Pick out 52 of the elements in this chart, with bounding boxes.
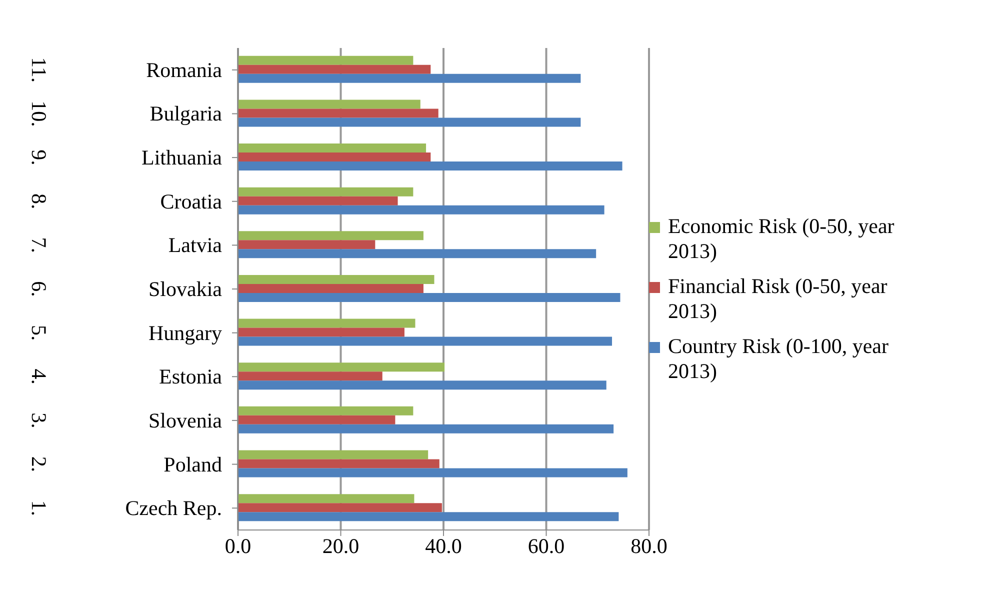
bar [238, 162, 622, 171]
bar [238, 56, 414, 65]
bar [238, 503, 442, 512]
bar [238, 336, 612, 346]
bar [238, 196, 398, 206]
bar [238, 362, 445, 372]
bar [238, 249, 596, 258]
category-label: 5. Hungary [27, 320, 222, 345]
bar [238, 118, 581, 127]
x-tick-label: 40.0 [425, 534, 462, 558]
bar [238, 450, 428, 460]
bar [238, 284, 424, 293]
bar [238, 100, 420, 109]
category-label: 8. Croatia [27, 189, 222, 214]
bar [238, 494, 414, 504]
bar [238, 292, 620, 302]
category-label: 11. Romania [27, 57, 222, 83]
category-label: 3. Slovenia [27, 408, 222, 432]
bar [238, 152, 431, 162]
bar [238, 424, 614, 434]
legend-label: Economic Risk (0-50, year 2013) [668, 214, 896, 264]
bar [238, 187, 414, 196]
category-label: 2. Poland [27, 452, 222, 476]
category-label: 4. Estonia [27, 364, 222, 389]
bar [238, 512, 619, 522]
bar [238, 318, 416, 328]
bar [238, 205, 604, 214]
bar [238, 74, 581, 83]
bar [238, 415, 396, 424]
bar [238, 468, 628, 478]
bar [238, 231, 424, 240]
bar [238, 328, 404, 337]
x-tick-label: 0.0 [224, 534, 252, 558]
bar [238, 274, 434, 284]
bar [238, 406, 414, 416]
legend-label: Country Risk (0-100, year 2013) [668, 334, 890, 384]
bar [238, 380, 606, 390]
bar [238, 144, 426, 153]
x-tick-label: 60.0 [528, 534, 565, 558]
category-label: 6. Slovakia [27, 277, 222, 301]
bar [238, 459, 440, 468]
x-tick-label: 80.0 [630, 534, 668, 558]
bar [238, 372, 382, 381]
bar [238, 108, 438, 118]
bar [238, 240, 376, 250]
category-label: 7. Latvia [27, 233, 222, 258]
x-tick-label: 20.0 [322, 534, 360, 558]
bar [238, 64, 431, 74]
category-label: 10. Bulgaria [27, 100, 222, 127]
category-label: 9. Lithuania [27, 146, 222, 170]
category-label: 1. Czech Rep. [27, 496, 222, 520]
legend-label: Financial Risk (0-50, year 2013) [668, 274, 888, 324]
